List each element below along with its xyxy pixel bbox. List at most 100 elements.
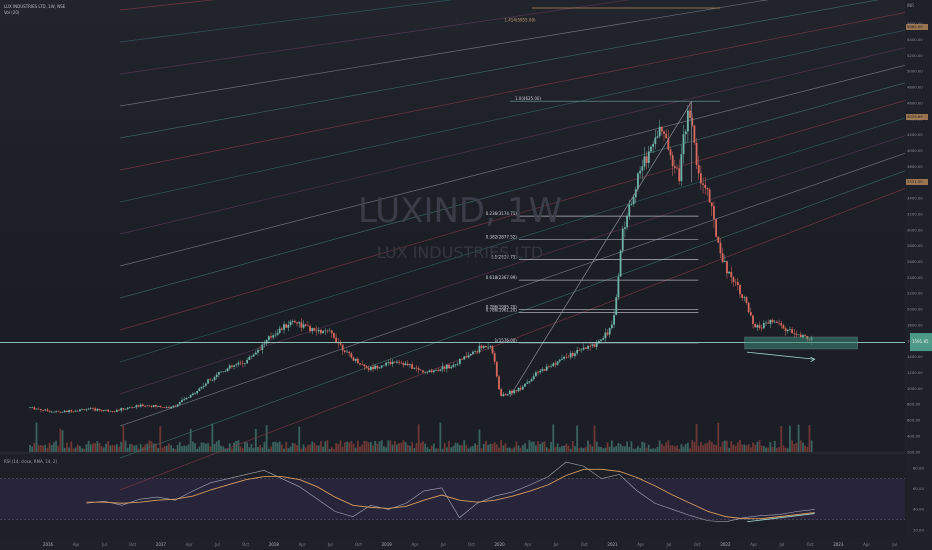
time-tick-29: Apr — [863, 542, 870, 547]
volume-bar-44 — [124, 440, 127, 452]
candle-body-254 — [580, 349, 583, 351]
candle-body-315 — [713, 206, 715, 220]
volume-bar-342 — [771, 446, 774, 452]
volume-bar-34 — [102, 447, 105, 452]
volume-bar-294 — [667, 440, 670, 452]
candle-body-121 — [291, 320, 294, 322]
volume-bar-259 — [591, 446, 594, 452]
candle-body-193 — [448, 364, 450, 369]
candle-body-245 — [561, 358, 563, 360]
volume-bar-90 — [224, 448, 227, 452]
volume-bar-69 — [178, 442, 181, 452]
volume-bar-75 — [191, 441, 194, 452]
candle-body-144 — [341, 344, 344, 351]
price-tag-1: 4225.65 — [907, 114, 923, 119]
volume-bar-3 — [35, 422, 38, 452]
candle-body-344 — [775, 321, 778, 323]
volume-bar-325 — [734, 445, 737, 452]
candle-body-10 — [50, 411, 53, 413]
candle-body-64 — [168, 407, 170, 409]
volume-bar-147 — [348, 442, 351, 452]
pitchfork-lines — [119, 0, 906, 491]
volume-bar-154 — [363, 440, 366, 452]
candle-body-50 — [137, 405, 140, 407]
candle-body-218 — [502, 394, 505, 397]
candle-body-169 — [396, 361, 398, 363]
candle-body-172 — [402, 363, 405, 366]
candle-body-99 — [244, 363, 246, 364]
volume-bar-140 — [333, 448, 335, 452]
candle-body-173 — [404, 363, 407, 366]
volume-bar-246 — [563, 445, 566, 452]
price-tick-2: 600.00 — [907, 418, 921, 423]
rsi-tick-0: 20.00 — [913, 527, 924, 532]
volume-bar-124 — [298, 426, 301, 452]
candle-body-122 — [293, 320, 296, 323]
price-tick-24: 5000.00 — [907, 69, 923, 74]
volume-bar-103 — [252, 447, 255, 452]
candle-body-266 — [606, 332, 609, 335]
volume-bar-350 — [789, 425, 791, 452]
volume-bar-360 — [810, 440, 813, 452]
candle-body-357 — [804, 335, 807, 337]
volume-bar-314 — [710, 441, 713, 452]
candle-body-224 — [515, 390, 518, 392]
candle-body-236 — [541, 369, 544, 371]
candle-body-312 — [706, 188, 709, 190]
candle-body-162 — [380, 365, 383, 368]
volume-bar-60 — [159, 426, 162, 452]
time-tick-5: Apr — [186, 542, 193, 547]
candle-body-271 — [617, 276, 620, 298]
candle-body-184 — [428, 370, 431, 372]
candle-body-261 — [595, 343, 598, 347]
volume-bar-33 — [100, 446, 103, 452]
candle-body-284 — [645, 156, 648, 163]
volume-bar-340 — [767, 447, 770, 452]
volume-bar-61 — [161, 447, 164, 452]
volume-bar-74 — [189, 428, 192, 452]
volume-bar-128 — [307, 445, 309, 452]
volume-bar-29 — [92, 443, 94, 452]
candle-body-17 — [66, 410, 68, 413]
candle-body-112 — [272, 335, 275, 338]
candle-body-192 — [445, 364, 448, 369]
volume-bar-84 — [211, 423, 214, 452]
candle-body-151 — [356, 358, 359, 364]
price-tick-3: 800.00 — [907, 402, 921, 407]
time-tick-13: Apr — [411, 542, 418, 547]
pitchfork-line-1 — [119, 170, 906, 459]
pitchfork-line-0 — [119, 188, 906, 491]
candle-body-290 — [658, 126, 661, 137]
volume-bar-288 — [654, 448, 657, 452]
candle-body-127 — [304, 324, 307, 326]
volume-bar-204 — [472, 446, 474, 452]
time-tick-11: Oct — [355, 542, 362, 547]
candle-body-200 — [463, 356, 466, 360]
candle-body-75 — [191, 393, 194, 396]
volume-bar-190 — [441, 448, 444, 452]
volume-bar-300 — [680, 444, 683, 452]
volume-bar-125 — [300, 448, 303, 452]
price-tick-19: 4000.00 — [907, 148, 923, 153]
volume-bar-299 — [678, 448, 681, 452]
candle-body-161 — [378, 367, 381, 369]
candle-body-123 — [296, 322, 298, 324]
volume-bar-47 — [131, 444, 133, 452]
current-price-bg — [910, 333, 932, 352]
support-zone — [744, 336, 858, 350]
drawings — [0, 101, 905, 397]
volume-bar-172 — [402, 440, 405, 452]
candle-body-78 — [198, 388, 201, 392]
volume-bar-96 — [237, 440, 240, 452]
time-tick-24: 2022 — [720, 542, 731, 547]
candle-body-329 — [743, 297, 746, 298]
candle-body-292 — [663, 131, 665, 134]
volume-bar-261 — [595, 441, 598, 452]
price-tick-0: 200.00 — [907, 449, 921, 454]
volume-bar-23 — [79, 445, 81, 452]
candle-body-277 — [630, 204, 633, 205]
pitchfork-line-11 — [119, 0, 879, 139]
price-tick-8: 1800.00 — [907, 322, 923, 327]
